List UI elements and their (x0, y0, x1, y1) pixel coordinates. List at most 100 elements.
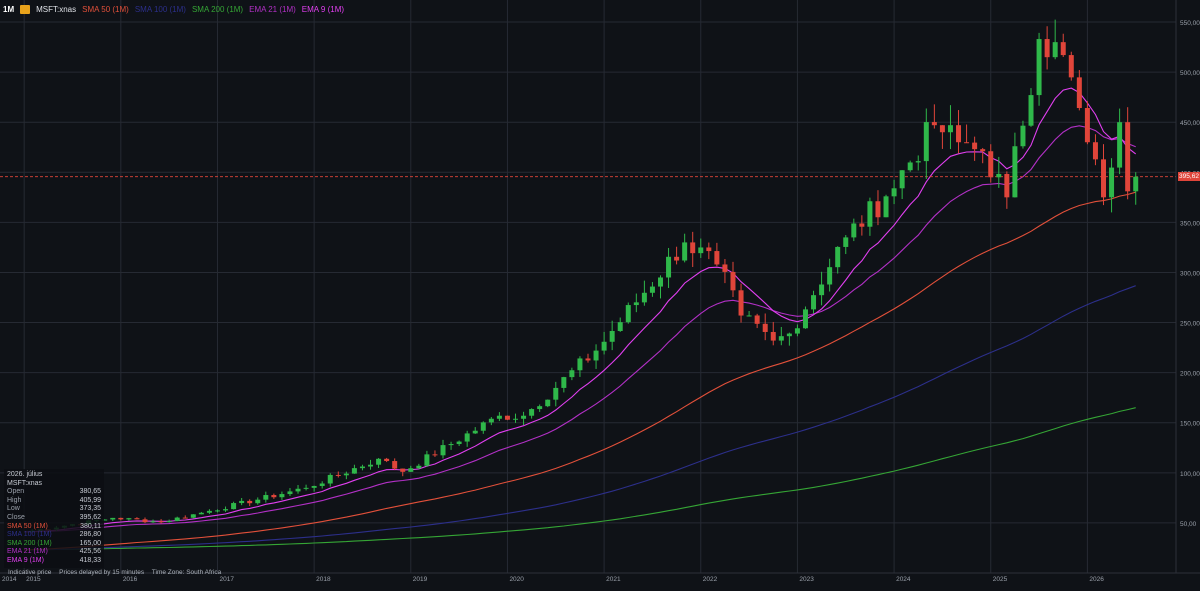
candle-up[interactable] (448, 444, 454, 446)
candle-up[interactable] (343, 473, 349, 476)
candle-up[interactable] (416, 465, 422, 469)
candle-down[interactable] (1060, 42, 1066, 56)
candle-down[interactable] (271, 495, 277, 498)
candle-up[interactable] (907, 162, 913, 171)
candle-up[interactable] (1133, 176, 1139, 192)
candle-up[interactable] (786, 333, 792, 337)
candle-down[interactable] (674, 256, 680, 261)
candle-up[interactable] (472, 430, 478, 434)
candle-up[interactable] (633, 302, 639, 306)
candle-up[interactable] (625, 305, 631, 323)
candle-down[interactable] (875, 201, 881, 218)
candle-up[interactable] (424, 454, 430, 466)
candle-up[interactable] (657, 277, 663, 287)
candle-up[interactable] (1117, 122, 1123, 168)
candle-up[interactable] (883, 196, 889, 218)
candle-up[interactable] (915, 161, 921, 163)
candle-up[interactable] (802, 309, 808, 329)
candle-down[interactable] (706, 247, 712, 252)
candle-up[interactable] (537, 406, 543, 410)
candle-up[interactable] (368, 464, 374, 467)
candle-down[interactable] (964, 142, 970, 144)
candle-up[interactable] (198, 512, 204, 515)
candle-up[interactable] (1020, 125, 1026, 147)
candle-up[interactable] (408, 468, 414, 472)
candle-up[interactable] (899, 170, 905, 189)
candle-down[interactable] (585, 358, 591, 361)
legend-sma200[interactable]: SMA 200 (1M) (191, 4, 244, 14)
symbol-label[interactable]: MSFT:xnas (36, 4, 77, 14)
candle-up[interactable] (1052, 42, 1058, 58)
candle-down[interactable] (988, 151, 994, 178)
candle-up[interactable] (206, 510, 212, 513)
candle-up[interactable] (174, 517, 180, 522)
candle-up[interactable] (561, 377, 567, 388)
candle-up[interactable] (263, 495, 269, 500)
candle-up[interactable] (190, 514, 196, 518)
candle-up[interactable] (303, 487, 309, 489)
candle-up[interactable] (231, 503, 237, 510)
candle-up[interactable] (835, 246, 841, 268)
candle-down[interactable] (182, 517, 188, 519)
candle-up[interactable] (110, 517, 116, 520)
candle-up[interactable] (440, 445, 446, 456)
candle-up[interactable] (819, 284, 825, 296)
timeframe-label[interactable]: 1M (3, 4, 15, 14)
candle-down[interactable] (1092, 142, 1098, 160)
candle-up[interactable] (287, 491, 293, 495)
candle-up[interactable] (947, 125, 953, 133)
candle-up[interactable] (166, 521, 172, 523)
candle-up[interactable] (327, 474, 333, 484)
candle-down[interactable] (158, 521, 164, 523)
candle-down[interactable] (730, 271, 736, 291)
candle-up[interactable] (1012, 146, 1018, 198)
candle-up[interactable] (996, 173, 1002, 178)
legend-ema9[interactable]: EMA 9 (1M) (301, 4, 345, 14)
candle-down[interactable] (118, 517, 124, 520)
candles[interactable] (29, 19, 1139, 533)
candle-up[interactable] (295, 488, 301, 492)
candle-down[interactable] (384, 458, 390, 462)
candle-down[interactable] (504, 415, 510, 420)
candle-down[interactable] (392, 461, 398, 469)
candle-up[interactable] (601, 341, 607, 351)
candle-down[interactable] (1125, 122, 1131, 192)
legend-sma50[interactable]: SMA 50 (1M) (82, 4, 129, 14)
candle-down[interactable] (142, 519, 148, 523)
candle-up[interactable] (698, 247, 704, 254)
candle-down[interactable] (1068, 55, 1074, 78)
candle-down[interactable] (400, 468, 406, 472)
candle-up[interactable] (617, 322, 623, 332)
candle-up[interactable] (521, 415, 527, 419)
candle-down[interactable] (972, 142, 978, 150)
candle-down[interactable] (754, 315, 760, 324)
candle-up[interactable] (649, 286, 655, 293)
candle-down[interactable] (1101, 159, 1107, 198)
candle-up[interactable] (545, 399, 551, 407)
candle-up[interactable] (279, 494, 285, 498)
candle-up[interactable] (794, 328, 800, 334)
legend-sma100[interactable]: SMA 100 (1M) (134, 4, 186, 14)
candle-up[interactable] (577, 358, 583, 371)
candle-up[interactable] (319, 483, 325, 486)
candle-up[interactable] (923, 122, 929, 162)
candle-up[interactable] (480, 422, 486, 431)
candle-down[interactable] (690, 242, 696, 254)
candle-down[interactable] (134, 518, 140, 520)
candle-up[interactable] (891, 188, 897, 197)
candle-up[interactable] (223, 509, 229, 511)
candle-up[interactable] (593, 350, 599, 361)
candle-up[interactable] (513, 418, 519, 420)
candle-down[interactable] (859, 223, 865, 227)
candle-up[interactable] (359, 466, 365, 469)
candle-up[interactable] (746, 315, 752, 317)
candle-up[interactable] (376, 458, 382, 465)
candle-up[interactable] (609, 331, 615, 342)
candle-up[interactable] (851, 223, 857, 238)
candle-up[interactable] (666, 256, 672, 278)
legend-ema21[interactable]: EMA 21 (1M) (249, 4, 296, 14)
candle-up[interactable] (778, 336, 784, 341)
candle-up[interactable] (827, 267, 833, 285)
candle-up[interactable] (867, 201, 873, 227)
candle-up[interactable] (1036, 39, 1042, 96)
